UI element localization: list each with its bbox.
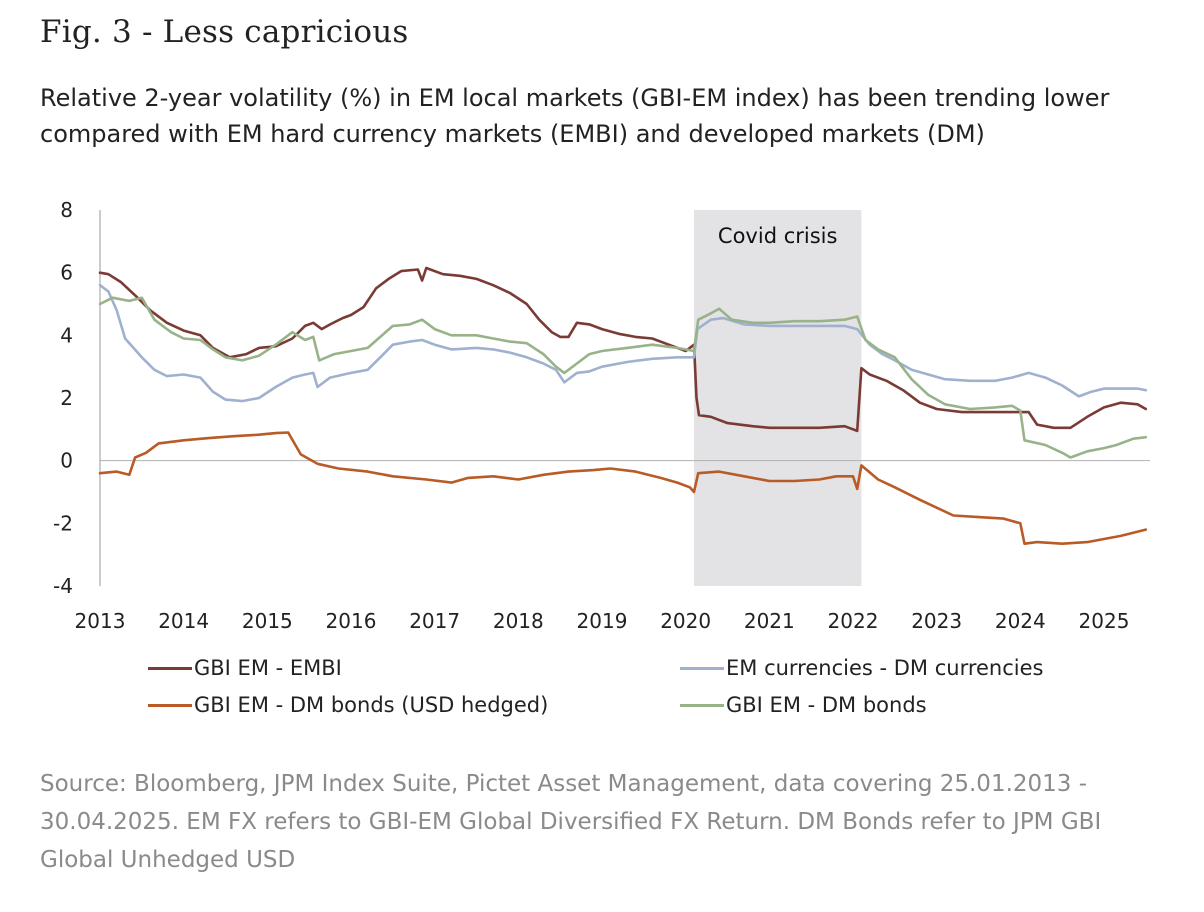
y-tick-label: 4 xyxy=(60,323,73,347)
shaded-region-layer xyxy=(694,210,862,586)
series-line-2 xyxy=(98,431,1148,545)
source-note: Source: Bloomberg, JPM Index Suite, Pict… xyxy=(40,771,1102,873)
covid-shaded-region xyxy=(694,210,862,586)
legend-swatch xyxy=(148,703,192,707)
legend-swatch xyxy=(148,666,192,670)
figure-title: Fig. 3 - Less capricious xyxy=(40,14,409,50)
x-tick-label: 2022 xyxy=(828,609,879,633)
legend-swatch xyxy=(680,703,724,707)
legend-label: GBI EM - DM bonds xyxy=(726,693,927,717)
x-tick-label: 2017 xyxy=(409,609,460,633)
x-tick-label: 2024 xyxy=(995,609,1046,633)
legend-item-gbi-em-dm-bonds-usd-hedged: GBI EM - DM bonds (USD hedged) xyxy=(148,693,548,717)
y-tick-label: 6 xyxy=(60,261,73,285)
x-tick-label: 2018 xyxy=(493,609,544,633)
x-tick-label: 2023 xyxy=(911,609,962,633)
legend-item-em-currencies-dm-currencies: EM currencies - DM currencies xyxy=(680,656,1043,680)
series-line-1 xyxy=(98,283,1148,403)
legend-item-gbi-em-dm-bonds: GBI EM - DM bonds xyxy=(680,693,927,717)
x-tick-label: 2025 xyxy=(1079,609,1130,633)
series-layer xyxy=(98,266,1148,545)
covid-crisis-label: Covid crisis xyxy=(718,224,838,248)
y-tick-label: -4 xyxy=(53,574,73,598)
legend: GBI EM - EMBI EM currencies - DM currenc… xyxy=(0,650,1204,730)
legend-label: GBI EM - DM bonds (USD hedged) xyxy=(194,693,549,717)
y-tick-label: 8 xyxy=(60,198,73,222)
y-tick-label: -2 xyxy=(53,511,73,535)
legend-label: EM currencies - DM currencies xyxy=(726,656,1044,680)
y-tick-label: 2 xyxy=(60,386,73,410)
legend-swatch xyxy=(680,666,724,670)
x-tick-label: 2013 xyxy=(75,609,126,633)
x-tick-label: 2015 xyxy=(242,609,293,633)
x-tick-label: 2021 xyxy=(744,609,795,633)
x-tick-label: 2020 xyxy=(660,609,711,633)
legend-item-gbi-em-embi: GBI EM - EMBI xyxy=(148,656,342,680)
figure-subtitle: Relative 2-year volatility (%) in EM loc… xyxy=(40,84,1110,148)
x-tick-label: 2019 xyxy=(577,609,628,633)
legend-label: GBI EM - EMBI xyxy=(194,656,342,680)
x-tick-label: 2016 xyxy=(326,609,377,633)
x-tick-label: 2014 xyxy=(158,609,209,633)
series-line-0 xyxy=(98,266,1148,433)
y-tick-label: 0 xyxy=(60,449,73,473)
series-line-3 xyxy=(98,296,1148,459)
